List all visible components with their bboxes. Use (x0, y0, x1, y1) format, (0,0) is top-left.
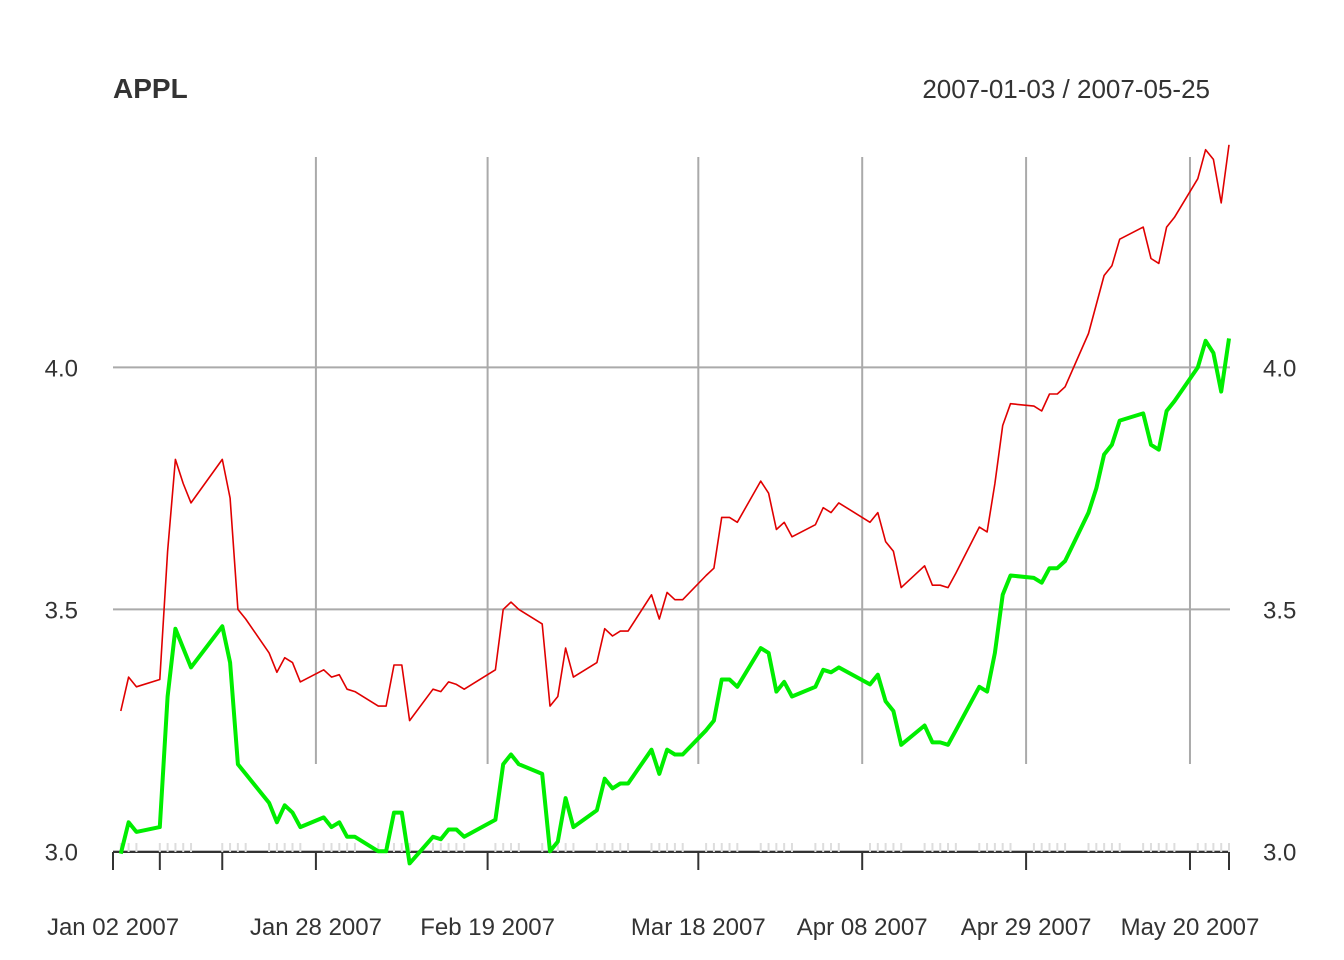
x-axis: Jan 02 2007 Jan 28 2007 Feb 19 2007 Mar 18 … (47, 843, 1259, 941)
x-tick-label: Jan 02 2007 (47, 914, 179, 941)
x-tick-label: Apr 08 2007 (797, 914, 928, 941)
x-tick-label: Mar 18 2007 (631, 914, 766, 941)
chart-title: APPL (113, 73, 188, 104)
series-line-green (118, 338, 1231, 866)
x-tick-label: Feb 19 2007 (420, 914, 555, 941)
y-tick-label-left: 4.0 (45, 355, 78, 382)
x-tick-label: Jan 28 2007 (250, 914, 382, 941)
series-line-red (120, 144, 1230, 722)
y-tick-label-left: 3.0 (45, 839, 78, 866)
series-group (118, 144, 1231, 866)
date-range-label: 2007-01-03 / 2007-05-25 (922, 74, 1210, 104)
y-axis-right: 3.0 3.5 4.0 (1263, 355, 1296, 866)
y-tick-label-left: 3.5 (45, 597, 78, 624)
x-tick-label: Apr 29 2007 (961, 914, 1092, 941)
y-tick-label-right: 3.5 (1263, 597, 1296, 624)
x-tick-label: May 20 2007 (1121, 914, 1260, 941)
y-axis-left: 3.0 3.5 4.0 (45, 355, 78, 866)
y-tick-label-right: 3.0 (1263, 839, 1296, 866)
grid-lines (113, 157, 1230, 853)
y-tick-label-right: 4.0 (1263, 355, 1296, 382)
